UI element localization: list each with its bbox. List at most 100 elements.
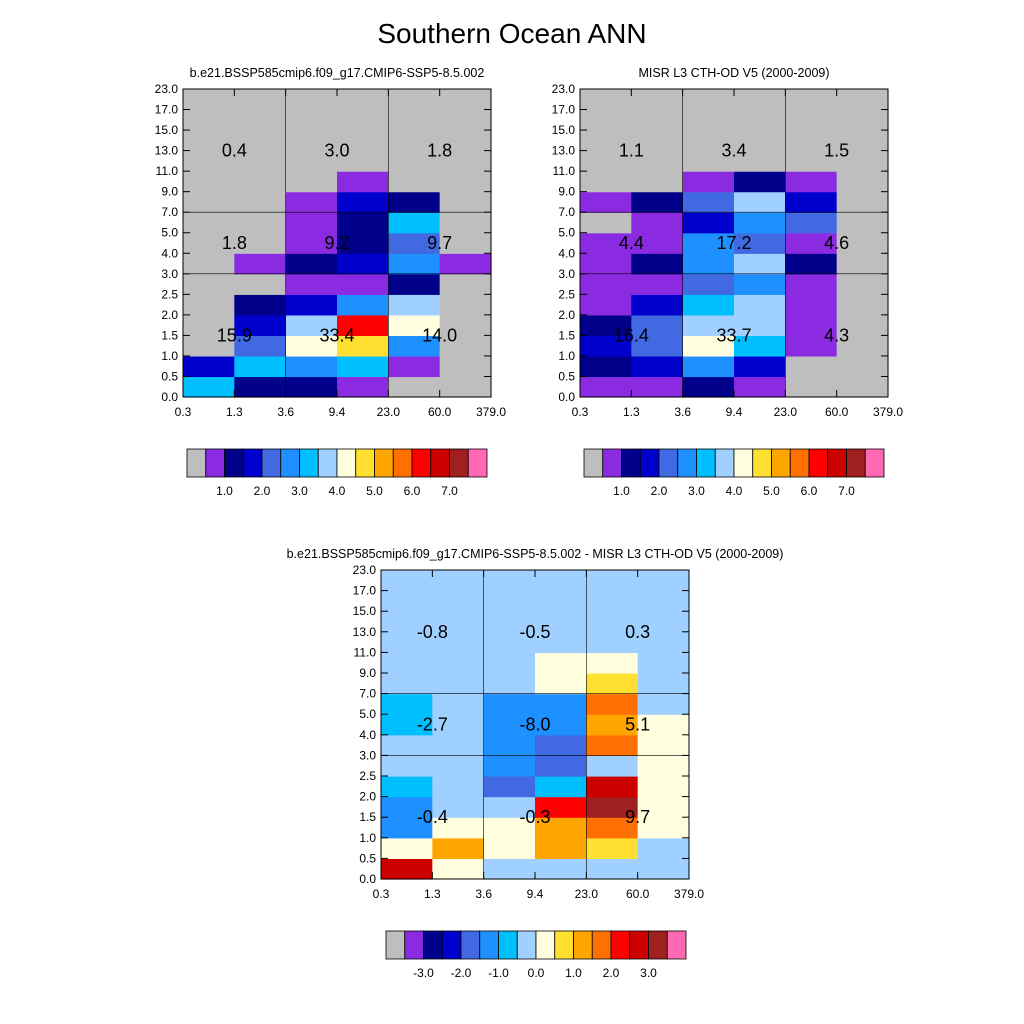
diff-cell [432,693,485,715]
obs-cell [836,150,889,172]
diff-y-tick-label: 3.0 [359,748,376,762]
diff-colorbar-label: -1.0 [488,966,509,980]
obs-colorbar-swatch [602,448,622,478]
model-group-total-label: 33.4 [319,325,354,345]
diff-cell [483,673,536,695]
diff-y-tick-label: 11.0 [354,645,377,659]
diff-cell [432,673,485,695]
diff-group-total-label: -8.0 [519,715,550,735]
diff-colorbar-swatch [666,930,687,960]
diff-cell [586,631,639,653]
obs-colorbar-label: 4.0 [726,484,743,498]
obs-cell [785,232,838,254]
model-cell [337,376,389,398]
obs-colorbar-swatch [733,448,754,478]
obs-y-tick-label: 2.0 [558,308,575,322]
model-cell [234,335,287,357]
diff-cell [586,611,639,633]
model-cell [183,191,235,213]
model-cell [388,294,441,316]
model-cell [183,232,235,254]
diff-cell [432,817,485,839]
diff-cell [381,755,433,777]
model-group-total-label: 1.8 [222,233,247,253]
obs-cell [785,109,838,131]
diff-cell [432,734,485,756]
obs-cell [682,130,735,152]
model-cell [439,232,492,254]
model-cell [285,191,338,213]
obs-cell [682,191,735,213]
obs-cell [836,191,889,213]
model-cell [388,273,441,295]
obs-cell [682,109,735,131]
model-cell [337,89,389,111]
diff-colorbar-swatch [423,930,443,960]
obs-group-total-label: 3.4 [721,141,746,161]
obs-x-tick-label: 379.0 [873,405,903,419]
obs-colorbar-label: 1.0 [613,484,630,498]
model-cell [285,273,338,295]
obs-colorbar-swatch [864,448,885,478]
model-colorbar-label: 4.0 [329,484,346,498]
model-y-tick-label: 2.5 [161,287,178,301]
diff-cell [535,817,587,839]
diff-y-tick-label: 0.5 [359,851,376,865]
model-cell [285,232,338,254]
obs-cell [580,273,632,295]
obs-x-tick-label: 0.3 [572,405,589,419]
diff-cell [381,817,433,839]
diff-cell [535,631,587,653]
obs-x-tick-label: 9.4 [726,405,743,419]
diff-cell [637,652,690,674]
diff-colorbar-swatch [573,930,593,960]
diff-cell [535,611,587,633]
diff-cell [381,776,433,798]
model-y-tick-label: 11.0 [156,164,179,178]
model-y-tick-label: 15.0 [155,123,179,137]
model-cell [388,314,441,336]
diff-cell [381,714,433,736]
obs-x-tick-label: 23.0 [774,405,798,419]
obs-cell [631,232,684,254]
diff-cell [535,570,587,592]
model-colorbar-swatch [261,448,282,478]
diff-cell [637,755,690,777]
obs-cell [631,150,684,172]
model-cell [439,191,492,213]
obs-y-tick-label: 9.0 [558,185,575,199]
obs-y-tick-label: 15.0 [552,123,576,137]
obs-x-tick-label: 60.0 [825,405,849,419]
obs-colorbar: 1.0 2.0 3.0 4.0 5.0 6.0 7.0 [583,448,885,498]
diff-cell [483,714,536,736]
model-cell [234,253,287,275]
diff-colorbar-label: -2.0 [451,966,472,980]
obs-cell [836,294,889,316]
diff-cell [483,755,536,777]
obs-cell [734,89,786,111]
diff-cell [381,611,433,633]
model-cell [234,191,287,213]
model-cell [183,294,235,316]
obs-cell [734,376,786,398]
diff-colorbar-swatch [629,930,649,960]
diff-cell [535,673,587,695]
diff-cell [637,734,690,756]
diff-cell [432,631,485,653]
model-cell [285,335,338,357]
model-x-tick-label: 60.0 [428,405,452,419]
obs-cell [631,253,684,275]
diff-cell [637,837,690,859]
model-colorbar-swatch [186,448,207,478]
model-cell [234,232,287,254]
obs-cell [631,314,684,336]
model-colorbar-swatch [449,448,469,478]
diff-cell [637,590,690,612]
diff-x-tick-label: 379.0 [674,887,704,901]
model-x-tick-label: 1.3 [226,405,243,419]
model-cell [183,335,235,357]
model-cell [183,130,235,152]
model-cell [439,294,492,316]
model-chart: b.e21.BSSP585cmip6.f09_g17.CMIP6-SSP5-8.… [155,66,507,498]
model-cell [439,130,492,152]
